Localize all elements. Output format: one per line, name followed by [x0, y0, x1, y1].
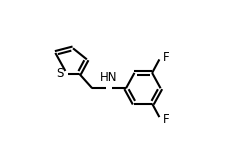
Text: S: S	[56, 67, 64, 80]
Text: HN: HN	[100, 71, 118, 84]
Text: F: F	[162, 51, 169, 64]
Text: F: F	[162, 113, 169, 126]
